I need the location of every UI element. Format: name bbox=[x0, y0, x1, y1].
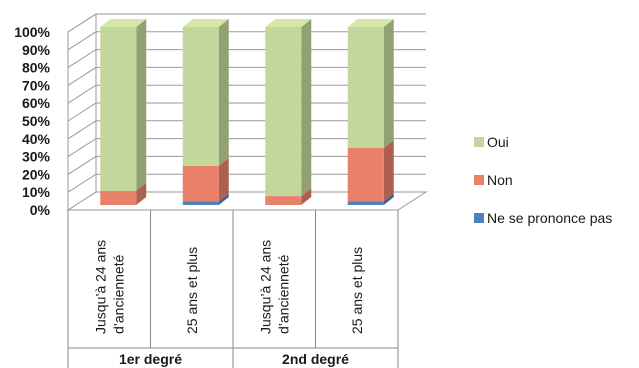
bar-segment bbox=[182, 19, 229, 166]
gridline bbox=[67, 173, 426, 193]
bar-segment bbox=[347, 140, 394, 202]
legend-label: Oui bbox=[487, 134, 509, 150]
bar-segment bbox=[347, 193, 394, 205]
chart-gridlines bbox=[66, 13, 428, 211]
bar-front bbox=[347, 201, 384, 205]
x-category-label: d’ancienneté bbox=[110, 254, 126, 334]
y-tick-label: 50% bbox=[22, 113, 51, 129]
x-group-label: 2nd degré bbox=[282, 351, 349, 367]
x-category-label: 25 ans et plus bbox=[349, 247, 365, 334]
x-category-label: d’ancienneté bbox=[275, 254, 291, 334]
gridline bbox=[67, 31, 426, 51]
x-category-label: Jusqu’à 24 ans bbox=[257, 240, 273, 334]
legend-swatch bbox=[474, 175, 484, 185]
legend-item: Non bbox=[474, 172, 513, 188]
y-tick-label: 40% bbox=[22, 131, 51, 147]
y-tick-label: 70% bbox=[22, 77, 51, 93]
bar-side bbox=[301, 19, 312, 197]
legend-label: Ne se prononce pas bbox=[487, 210, 612, 226]
bar-side bbox=[383, 193, 394, 205]
chart-bars bbox=[100, 19, 394, 205]
y-tick-label: 60% bbox=[22, 95, 51, 111]
bar-segment bbox=[182, 157, 229, 202]
chart-legend: Oui Non Ne se prononce pas bbox=[474, 134, 612, 226]
bar-front bbox=[182, 201, 219, 205]
bar-front bbox=[347, 148, 384, 202]
y-tick-label: 0% bbox=[30, 202, 51, 218]
bar-segment bbox=[265, 188, 312, 205]
bar-side bbox=[383, 140, 394, 202]
bar-side bbox=[383, 19, 394, 149]
y-axis-tick-labels: 0% 10% 20%30% 40% 50% 60% 70%80% 90% 100% bbox=[14, 24, 50, 218]
bar-segment bbox=[265, 19, 312, 197]
bar-side bbox=[218, 19, 229, 166]
bar-front bbox=[182, 27, 219, 166]
x-category-label: Jusqu’à 24 ans bbox=[92, 240, 108, 334]
x-axis-categories: Jusqu’à 24 ans d’ancienneté 25 ans et plus… bbox=[67, 210, 399, 368]
bar-top bbox=[100, 19, 147, 27]
bar-side bbox=[136, 19, 147, 191]
y-tick-label: 100% bbox=[14, 24, 50, 40]
legend-item: Ne se prononce pas bbox=[474, 210, 612, 226]
bar-side bbox=[136, 182, 147, 205]
bar-front bbox=[182, 165, 219, 202]
bar-top bbox=[347, 19, 394, 27]
bar-segment bbox=[100, 19, 147, 191]
bar-front bbox=[100, 27, 137, 191]
x-category-label: 25 ans et plus bbox=[184, 247, 200, 334]
legend-swatch bbox=[474, 213, 484, 223]
bar-side bbox=[218, 193, 229, 205]
gridline bbox=[67, 49, 426, 69]
bar-front bbox=[265, 196, 302, 205]
gridline bbox=[67, 84, 426, 104]
gridline bbox=[67, 138, 426, 158]
bar-top bbox=[265, 19, 312, 27]
y-tick-label: 30% bbox=[22, 149, 51, 165]
legend-swatch bbox=[474, 137, 484, 147]
legend-label: Non bbox=[487, 172, 513, 188]
bar-front bbox=[347, 27, 384, 149]
y-tick-label: 10% bbox=[22, 184, 51, 200]
bar-side bbox=[218, 157, 229, 202]
x-group-label: 1er degré bbox=[119, 351, 182, 367]
gridline bbox=[67, 13, 426, 33]
bar-segment bbox=[182, 193, 229, 205]
bar-front bbox=[265, 27, 302, 197]
bar-segment bbox=[100, 182, 147, 205]
legend-item: Oui bbox=[474, 134, 509, 150]
bar-front bbox=[100, 190, 137, 205]
bar-side bbox=[301, 188, 312, 205]
gridline bbox=[67, 120, 426, 140]
gridline bbox=[67, 66, 426, 86]
bar-top bbox=[182, 19, 229, 27]
y-tick-label: 20% bbox=[22, 166, 51, 182]
gridline bbox=[67, 155, 426, 175]
bar-segment bbox=[347, 19, 394, 149]
gridline bbox=[67, 102, 426, 122]
y-tick-label: 90% bbox=[22, 42, 51, 58]
y-tick-label: 80% bbox=[22, 60, 51, 76]
